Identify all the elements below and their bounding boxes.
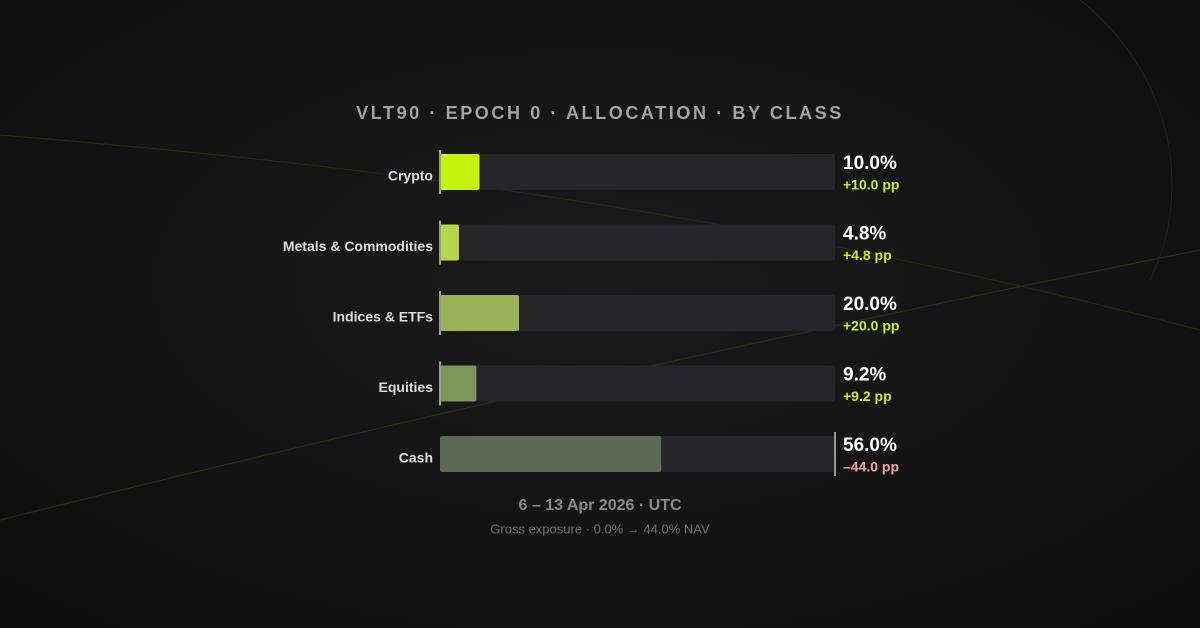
- change-label: +10.0 pp: [843, 177, 899, 193]
- value-label: 4.8%: [843, 224, 886, 245]
- value-label: 10.0%: [843, 153, 897, 174]
- bar: [440, 365, 477, 402]
- value-label: 20.0%: [843, 294, 897, 315]
- category-label: Indices & ETFs: [333, 309, 434, 325]
- bar: [440, 154, 480, 190]
- change-label: +4.8 pp: [843, 247, 892, 263]
- change-label: +9.2 pp: [843, 388, 892, 404]
- category-label: Equities: [379, 379, 434, 395]
- bar: [440, 224, 459, 261]
- category-label: Cash: [399, 450, 433, 466]
- chart-title: VLT90 · EPOCH 0 · ALLOCATION · BY CLASS: [356, 103, 844, 123]
- bar: [440, 436, 662, 472]
- decor-line: [0, 134, 1200, 331]
- bar-track: [440, 154, 835, 190]
- bar-track: [440, 295, 835, 331]
- footnote: Gross exposure · 0.0% → 44.0% NAV: [490, 521, 710, 536]
- bar-track: [440, 365, 835, 402]
- change-label: +20.0 pp: [843, 318, 899, 334]
- decor-line: [1079, 0, 1173, 281]
- change-label: –44.0 pp: [843, 459, 899, 475]
- category-label: Crypto: [388, 168, 433, 184]
- bar: [440, 295, 519, 331]
- subtitle: 6 – 13 Apr 2026 · UTC: [518, 497, 681, 514]
- category-label: Metals & Commodities: [283, 238, 433, 254]
- value-label: 56.0%: [843, 435, 897, 456]
- bar-track: [440, 224, 835, 261]
- value-label: 9.2%: [843, 365, 886, 386]
